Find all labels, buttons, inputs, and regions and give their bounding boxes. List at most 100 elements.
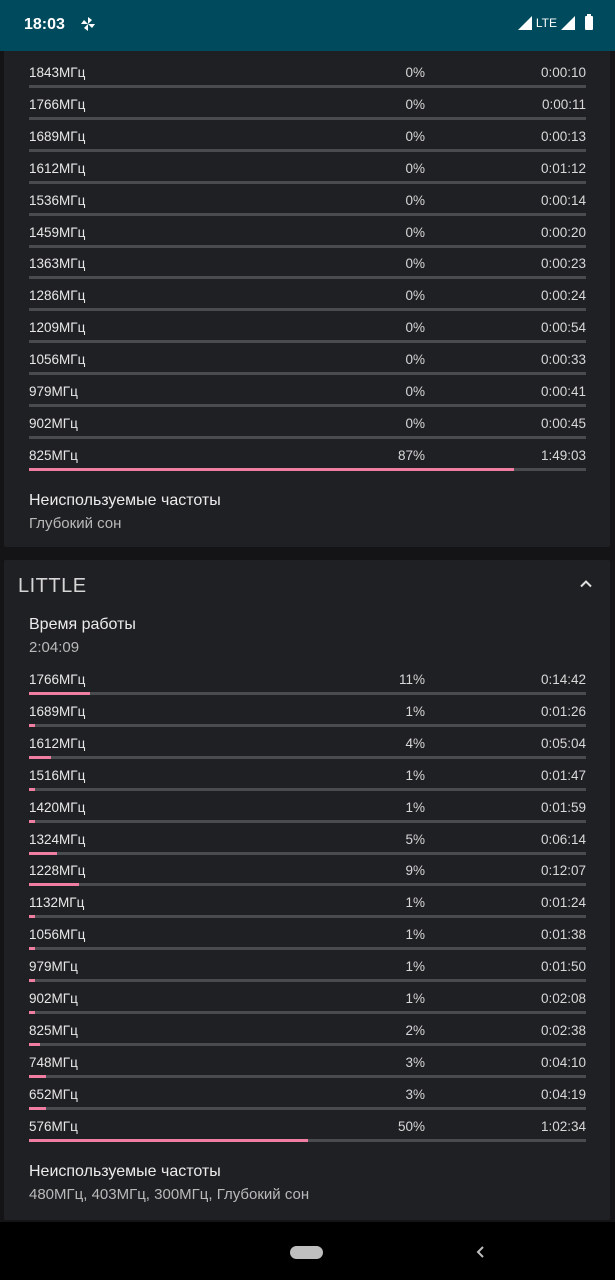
- frequency-label: 576МГц: [29, 1118, 78, 1134]
- frequency-row: 652МГц 3% 0:04:19: [29, 1087, 586, 1119]
- frequency-label: 1420МГц: [29, 799, 86, 815]
- usage-bar-fill: [29, 1042, 41, 1046]
- frequency-label: 1132МГц: [29, 895, 85, 911]
- usage-bar-fill: [29, 947, 35, 951]
- frequency-row: 1228МГц 9% 0:12:07: [29, 863, 586, 895]
- frequency-row: 1363МГц 0% 0:00:23: [29, 256, 586, 288]
- usage-percent: 0%: [405, 96, 425, 112]
- time-in-state: 0:00:41: [540, 384, 586, 399]
- frequency-label: 1689МГц: [29, 703, 86, 719]
- usage-bar-track: [29, 915, 586, 919]
- frequency-row: 1612МГц 0% 0:01:12: [29, 161, 586, 193]
- usage-bar-track: [29, 692, 586, 695]
- usage-percent: 5%: [405, 831, 425, 847]
- usage-percent: 0%: [405, 352, 425, 368]
- home-button[interactable]: [290, 1246, 323, 1259]
- network-type-label: LTE: [535, 16, 557, 30]
- usage-percent: 0%: [405, 384, 425, 399]
- time-in-state: 0:04:19: [540, 1086, 586, 1102]
- usage-percent: 50%: [397, 1118, 425, 1134]
- usage-bar-track: [29, 244, 586, 248]
- frequency-row: 1766МГц 11% 0:14:42: [29, 672, 586, 704]
- usage-percent: 0%: [405, 224, 425, 240]
- frequency-label: 902МГц: [29, 991, 78, 1006]
- time-in-state: 0:00:24: [540, 288, 586, 304]
- usage-bar-track: [29, 372, 586, 376]
- back-icon[interactable]: [474, 1244, 488, 1260]
- usage-bar-track: [29, 435, 586, 439]
- usage-bar-track: [29, 467, 586, 471]
- time-in-state: 1:02:34: [540, 1118, 586, 1134]
- frequency-label: 825МГц: [29, 447, 78, 463]
- usage-percent: 0%: [405, 192, 425, 208]
- time-in-state: 0:00:54: [540, 320, 586, 336]
- status-bar: 18:03 LTE: [0, 0, 615, 51]
- frequency-label: 979МГц: [29, 959, 78, 975]
- signal-icon: [517, 16, 532, 30]
- frequency-row: 1459МГц 0% 0:00:20: [29, 225, 586, 257]
- usage-percent: 4%: [405, 735, 425, 751]
- uptime-label: Время работы: [29, 616, 136, 633]
- battery-icon: [585, 14, 593, 30]
- navigation-bar: [0, 1222, 615, 1280]
- frequency-row: 1689МГц 0% 0:00:13: [29, 129, 586, 161]
- usage-bar-track: [29, 755, 586, 759]
- usage-bar-track: [29, 404, 586, 407]
- frequency-label: 652МГц: [29, 1086, 78, 1102]
- pinwheel-icon: [81, 17, 95, 31]
- frequency-label: 1459МГц: [29, 224, 86, 240]
- time-in-state: 0:00:33: [540, 352, 586, 368]
- usage-bar-track: [29, 1074, 586, 1078]
- time-in-state: 0:00:13: [540, 128, 586, 144]
- frequency-row: 1843МГц 0% 0:00:10: [29, 65, 586, 97]
- big-cluster-card: 1843МГц 0% 0:00:10 1766МГц 0% 0:00:11 1689МГц 0…: [4, 51, 610, 547]
- usage-percent: 11%: [398, 672, 425, 687]
- time-in-state: 1:49:03: [540, 447, 586, 463]
- usage-bar-fill: [29, 851, 57, 855]
- time-in-state: 0:00:11: [541, 96, 586, 112]
- frequency-label: 1286МГц: [29, 288, 86, 304]
- unused-frequencies-label: Неиспользуемые частоты: [29, 492, 221, 509]
- frequency-row: 1132МГц 1% 0:01:24: [29, 895, 586, 927]
- time-in-state: 0:00:14: [540, 192, 586, 208]
- status-icons: LTE: [517, 14, 593, 30]
- frequency-row: 748МГц 3% 0:04:10: [29, 1055, 586, 1087]
- usage-bar-track: [29, 276, 586, 280]
- usage-bar-fill: [29, 1138, 308, 1142]
- frequency-label: 1612МГц: [29, 160, 86, 176]
- chevron-up-icon[interactable]: [580, 578, 592, 590]
- frequency-row: 1612МГц 4% 0:05:04: [29, 736, 586, 768]
- time-in-state: 0:04:10: [540, 1054, 586, 1070]
- frequency-label: 1056МГц: [29, 927, 86, 943]
- usage-percent: 1%: [405, 703, 425, 719]
- usage-percent: 87%: [397, 447, 425, 463]
- frequency-label: 902МГц: [29, 415, 78, 431]
- usage-bar-fill: [29, 979, 35, 983]
- usage-percent: 9%: [405, 863, 425, 879]
- usage-percent: 0%: [405, 128, 425, 144]
- time-in-state: 0:00:20: [540, 224, 586, 240]
- time-in-state: 0:01:47: [540, 767, 586, 783]
- frequency-row: 1536МГц 0% 0:00:14: [29, 193, 586, 225]
- usage-bar-track: [29, 787, 586, 791]
- time-in-state: 0:01:12: [540, 160, 586, 176]
- time-in-state: 0:00:45: [540, 415, 586, 431]
- usage-percent: 1%: [405, 799, 425, 815]
- signal-icon: [561, 16, 575, 30]
- little-cluster-card: LITTLE Время работы 2:04:09 1766МГц 11% 0:…: [4, 560, 610, 1220]
- frequency-row: 1056МГц 0% 0:00:33: [29, 352, 586, 384]
- frequency-label: 1324МГц: [29, 831, 86, 847]
- usage-percent: 1%: [405, 767, 425, 783]
- usage-bar-track: [29, 1042, 586, 1046]
- frequency-label: 1766МГц: [29, 96, 86, 112]
- uptime-value: 2:04:09: [29, 639, 80, 656]
- frequency-row: 825МГц 2% 0:02:38: [29, 1023, 586, 1055]
- usage-bar-fill: [29, 1011, 35, 1014]
- frequency-label: 1843МГц: [29, 65, 86, 80]
- usage-percent: 0%: [405, 288, 425, 304]
- usage-percent: 2%: [405, 1022, 425, 1038]
- usage-bar-fill: [29, 467, 514, 471]
- frequency-row: 1056МГц 1% 0:01:38: [29, 927, 586, 959]
- frequency-label: 1536МГц: [29, 192, 86, 208]
- frequency-label: 1612МГц: [29, 735, 86, 751]
